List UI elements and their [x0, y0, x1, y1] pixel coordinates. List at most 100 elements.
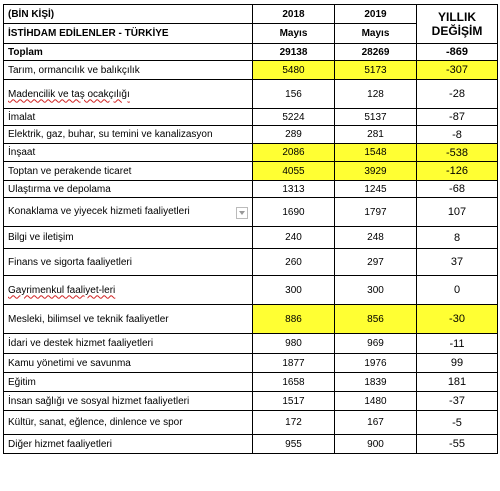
- value-2018: 955: [252, 434, 335, 454]
- value-2018: 1877: [252, 353, 335, 373]
- value-2019: 248: [334, 226, 417, 249]
- value-2018: 5480: [252, 60, 335, 80]
- value-2019: 1797: [334, 197, 417, 227]
- annual-change-value: 0: [416, 275, 498, 305]
- value-2018: 300: [252, 275, 335, 305]
- value-2019: 969: [334, 333, 417, 354]
- value-2019: 856: [334, 304, 417, 334]
- sector-label-text: İmalat: [8, 111, 36, 123]
- sector-label: Elektrik, gaz, buhar, su temini ve kanal…: [3, 125, 253, 144]
- sector-label: Toptan ve perakende ticaret: [3, 161, 253, 181]
- value-2019: 5137: [334, 108, 417, 126]
- value-2019: 167: [334, 410, 417, 435]
- sector-label-text: İnşaat: [8, 147, 36, 158]
- sector-label-text: Mesleki, bilimsel ve teknik faaliyetler: [8, 313, 169, 325]
- sector-label-text: Madencilik ve taş ocakçılığı: [8, 88, 130, 100]
- table-row: Toptan ve perakende ticaret 4055 3929 -126: [3, 161, 498, 181]
- sector-label-text: Eğitim: [8, 376, 36, 388]
- annual-change-header: YILLIK DEĞİŞİM: [416, 4, 498, 44]
- annual-change-value: -55: [416, 434, 498, 454]
- value-2018: 886: [252, 304, 335, 334]
- sector-label: Mesleki, bilimsel ve teknik faaliyetler: [3, 304, 253, 334]
- table-row: Finans ve sigorta faaliyetleri 260 297 37: [3, 248, 498, 276]
- year-2019-header: 2019: [334, 4, 417, 24]
- sector-label: Finans ve sigorta faaliyetleri: [3, 248, 253, 276]
- table-row: Kültür, sanat, eğlence, dinlence ve spor…: [3, 410, 498, 435]
- header-row-1: (BİN KİŞİ) 2018 2019 YILLIK DEĞİŞİM: [3, 4, 498, 44]
- table-row: İdari ve destek hizmet faaliyetleri 980 96…: [3, 333, 498, 354]
- annual-change-value: 181: [416, 372, 498, 392]
- table-row: Kamu yönetimi ve savunma 1877 1976 99: [3, 353, 498, 373]
- table-subtitle: İSTİHDAM EDİLENLER - TÜRKİYE: [3, 23, 253, 44]
- table-row: Elektrik, gaz, buhar, su temini ve kanal…: [3, 125, 498, 144]
- value-2019: 3929: [334, 161, 417, 181]
- sector-label: Ulaştırma ve depolama: [3, 180, 253, 198]
- value-2019: 297: [334, 248, 417, 276]
- annual-change-value: -87: [416, 108, 498, 126]
- annual-change-value: -8: [416, 125, 498, 144]
- value-2019: 28269: [334, 43, 417, 61]
- sector-label: Kültür, sanat, eğlence, dinlence ve spor: [3, 410, 253, 435]
- annual-change-value: 8: [416, 226, 498, 249]
- annual-change-line2: DEĞİŞİM: [431, 24, 483, 38]
- table-row: Mesleki, bilimsel ve teknik faaliyetler 8…: [3, 304, 498, 334]
- sector-label-text: Finans ve sigorta faaliyetleri: [8, 256, 132, 268]
- sector-label: Bilgi ve iletişim: [3, 226, 253, 249]
- unit-label: (BİN KİŞİ): [3, 4, 253, 24]
- annual-change-value: 107: [416, 197, 498, 227]
- value-2018: 2086: [252, 143, 335, 162]
- value-2018: 4055: [252, 161, 335, 181]
- sector-label-text: Tarım, ormancılık ve balıkçılık: [8, 64, 140, 76]
- table-row: Toplam 29138 28269 -869: [3, 43, 498, 61]
- table-row: Gayrimenkul faaliyet-leri 300 300 0: [3, 275, 498, 305]
- value-2018: 980: [252, 333, 335, 354]
- table-row: Bilgi ve iletişim 240 248 8: [3, 226, 498, 249]
- year-2018-header: 2018: [252, 4, 335, 24]
- annual-change-value: -30: [416, 304, 498, 334]
- table-row: Konaklama ve yiyecek hizmeti faaliyetler…: [3, 197, 498, 227]
- table-row: Diğer hizmet faaliyetleri 955 900 -55: [3, 434, 498, 454]
- sector-label-text: Bilgi ve iletişim: [8, 232, 74, 243]
- table-row: İnşaat 2086 1548 -538: [3, 143, 498, 162]
- value-2019: 128: [334, 79, 417, 109]
- sector-label-text: Toplam: [8, 46, 43, 58]
- value-2019: 1480: [334, 391, 417, 411]
- annual-change-value: 37: [416, 248, 498, 276]
- annual-change-value: -37: [416, 391, 498, 411]
- annual-change-value: -5: [416, 410, 498, 435]
- value-2018: 1690: [252, 197, 335, 227]
- sector-label-text: Toptan ve perakende ticaret: [8, 165, 132, 177]
- value-2019: 1839: [334, 372, 417, 392]
- value-2018: 240: [252, 226, 335, 249]
- value-2018: 260: [252, 248, 335, 276]
- sector-label: Toplam: [3, 43, 253, 61]
- value-2018: 1658: [252, 372, 335, 392]
- sector-label: İdari ve destek hizmet faaliyetleri: [3, 333, 253, 354]
- sector-label: İnsan sağlığı ve sosyal hizmet faaliyetl…: [3, 391, 253, 411]
- sector-label: Diğer hizmet faaliyetleri: [3, 434, 253, 454]
- sector-label-text: Diğer hizmet faaliyetleri: [8, 438, 112, 450]
- filter-dropdown-icon[interactable]: [236, 206, 248, 219]
- sector-label: Kamu yönetimi ve savunma: [3, 353, 253, 373]
- sector-label-text: Elektrik, gaz, buhar, su temini ve kanal…: [8, 129, 213, 140]
- value-2018: 1313: [252, 180, 335, 198]
- sector-label: Gayrimenkul faaliyet-leri: [3, 275, 253, 305]
- value-2019: 1548: [334, 143, 417, 162]
- sector-label: İnşaat: [3, 143, 253, 162]
- value-2019: 900: [334, 434, 417, 454]
- month-2018-header: Mayıs: [252, 23, 335, 44]
- annual-change-line1: YILLIK: [438, 10, 476, 24]
- annual-change-value: -538: [416, 143, 498, 162]
- employment-table-container: (BİN KİŞİ) 2018 2019 YILLIK DEĞİŞİM İSTİ…: [3, 4, 498, 454]
- sector-label-text: Konaklama ve yiyecek hizmeti faaliyetler…: [8, 205, 190, 217]
- sector-label: Konaklama ve yiyecek hizmeti faaliyetler…: [3, 197, 253, 227]
- sector-label-text: Kültür, sanat, eğlence, dinlence ve spor: [8, 417, 183, 428]
- annual-change-value: -869: [416, 43, 498, 61]
- table-row: Tarım, ormancılık ve balıkçılık 5480 5173-…: [3, 60, 498, 80]
- value-2018: 5224: [252, 108, 335, 126]
- header-row-2: İSTİHDAM EDİLENLER - TÜRKİYE Mayıs Mayıs: [3, 23, 498, 44]
- value-2019: 281: [334, 125, 417, 144]
- sector-label-text: Kamu yönetimi ve savunma: [8, 357, 131, 369]
- value-2018: 172: [252, 410, 335, 435]
- sector-label: İmalat: [3, 108, 253, 126]
